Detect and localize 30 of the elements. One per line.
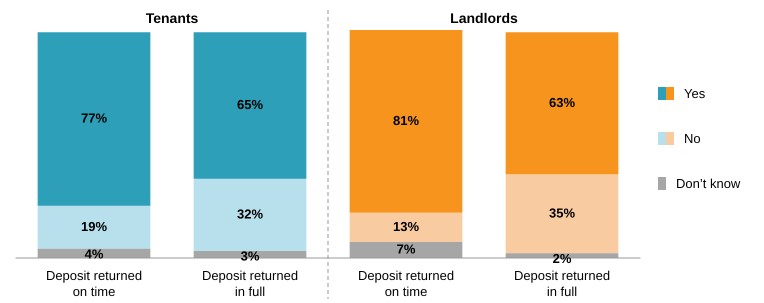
- data-label: 35%: [548, 205, 576, 220]
- bar: [38, 32, 150, 206]
- bar: [350, 242, 462, 258]
- legend-label: Don’t know: [676, 176, 740, 191]
- text: Tenants: [146, 10, 199, 26]
- data-label: 63%: [548, 94, 576, 110]
- bar: [38, 206, 150, 249]
- x-tick-label: Deposit returned on time: [46, 268, 142, 299]
- bar: [506, 32, 618, 174]
- data-label: 3%: [240, 248, 260, 264]
- bar: [194, 178, 306, 252]
- data-label: 4%: [84, 246, 104, 262]
- bar: [194, 32, 306, 179]
- data-label: 13%: [392, 218, 420, 234]
- legend-label: No: [684, 131, 701, 146]
- data-label: 2%: [552, 250, 572, 266]
- x-tick-label: Deposit returned in full: [202, 268, 298, 299]
- legend-label: Yes: [684, 86, 706, 101]
- bar: [350, 212, 462, 242]
- x-tick-label: Deposit returned in full: [514, 268, 610, 299]
- data-label: 7%: [396, 241, 416, 256]
- data-label: 32%: [236, 206, 264, 222]
- data-label: 65%: [236, 97, 264, 112]
- bar: [350, 30, 462, 213]
- text: Landlords: [450, 10, 518, 26]
- bar: [506, 174, 618, 254]
- data-label: 77%: [80, 110, 108, 126]
- data-label: 81%: [392, 112, 420, 128]
- x-tick-label: Deposit returned on time: [358, 268, 454, 299]
- data-label: 19%: [80, 218, 108, 234]
